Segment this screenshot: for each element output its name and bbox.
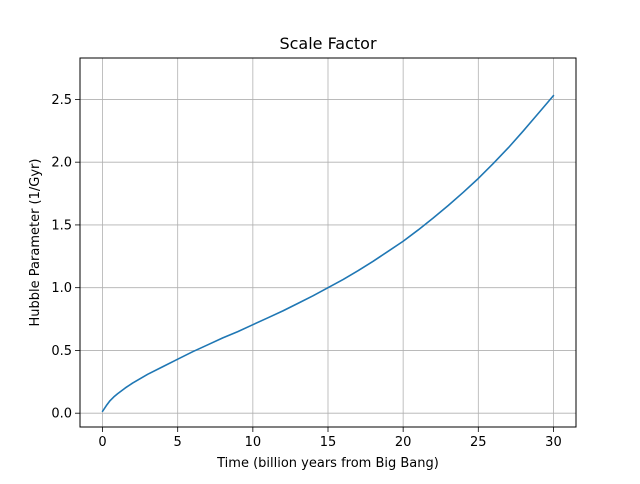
chart-title: Scale Factor (279, 34, 377, 53)
grid-lines (80, 58, 576, 427)
x-tick-label: 25 (470, 435, 487, 450)
series-line (101, 94, 555, 413)
x-ticks: 0 5 10 15 20 25 30 (98, 427, 562, 450)
x-tick-label: 10 (245, 435, 262, 450)
y-ticks: 0.0 0.5 1.0 1.5 2.0 2.5 (51, 93, 80, 422)
x-tick-label: 30 (545, 435, 562, 450)
y-tick-label: 2.5 (51, 93, 72, 108)
series-layer (101, 94, 555, 413)
x-axis-label: Time (billion years from Big Bang) (216, 456, 439, 471)
x-tick-label: 15 (320, 435, 337, 450)
x-tick-label: 20 (395, 435, 412, 450)
y-tick-label: 0.0 (51, 407, 72, 422)
y-tick-label: 1.5 (51, 218, 72, 233)
y-tick-label: 1.0 (51, 281, 72, 296)
x-tick-label: 0 (98, 435, 106, 450)
y-tick-label: 2.0 (51, 156, 72, 171)
y-tick-label: 0.5 (51, 344, 72, 359)
y-axis-label: Hubble Parameter (1/Gyr) (28, 159, 43, 327)
x-tick-label: 5 (174, 435, 182, 450)
